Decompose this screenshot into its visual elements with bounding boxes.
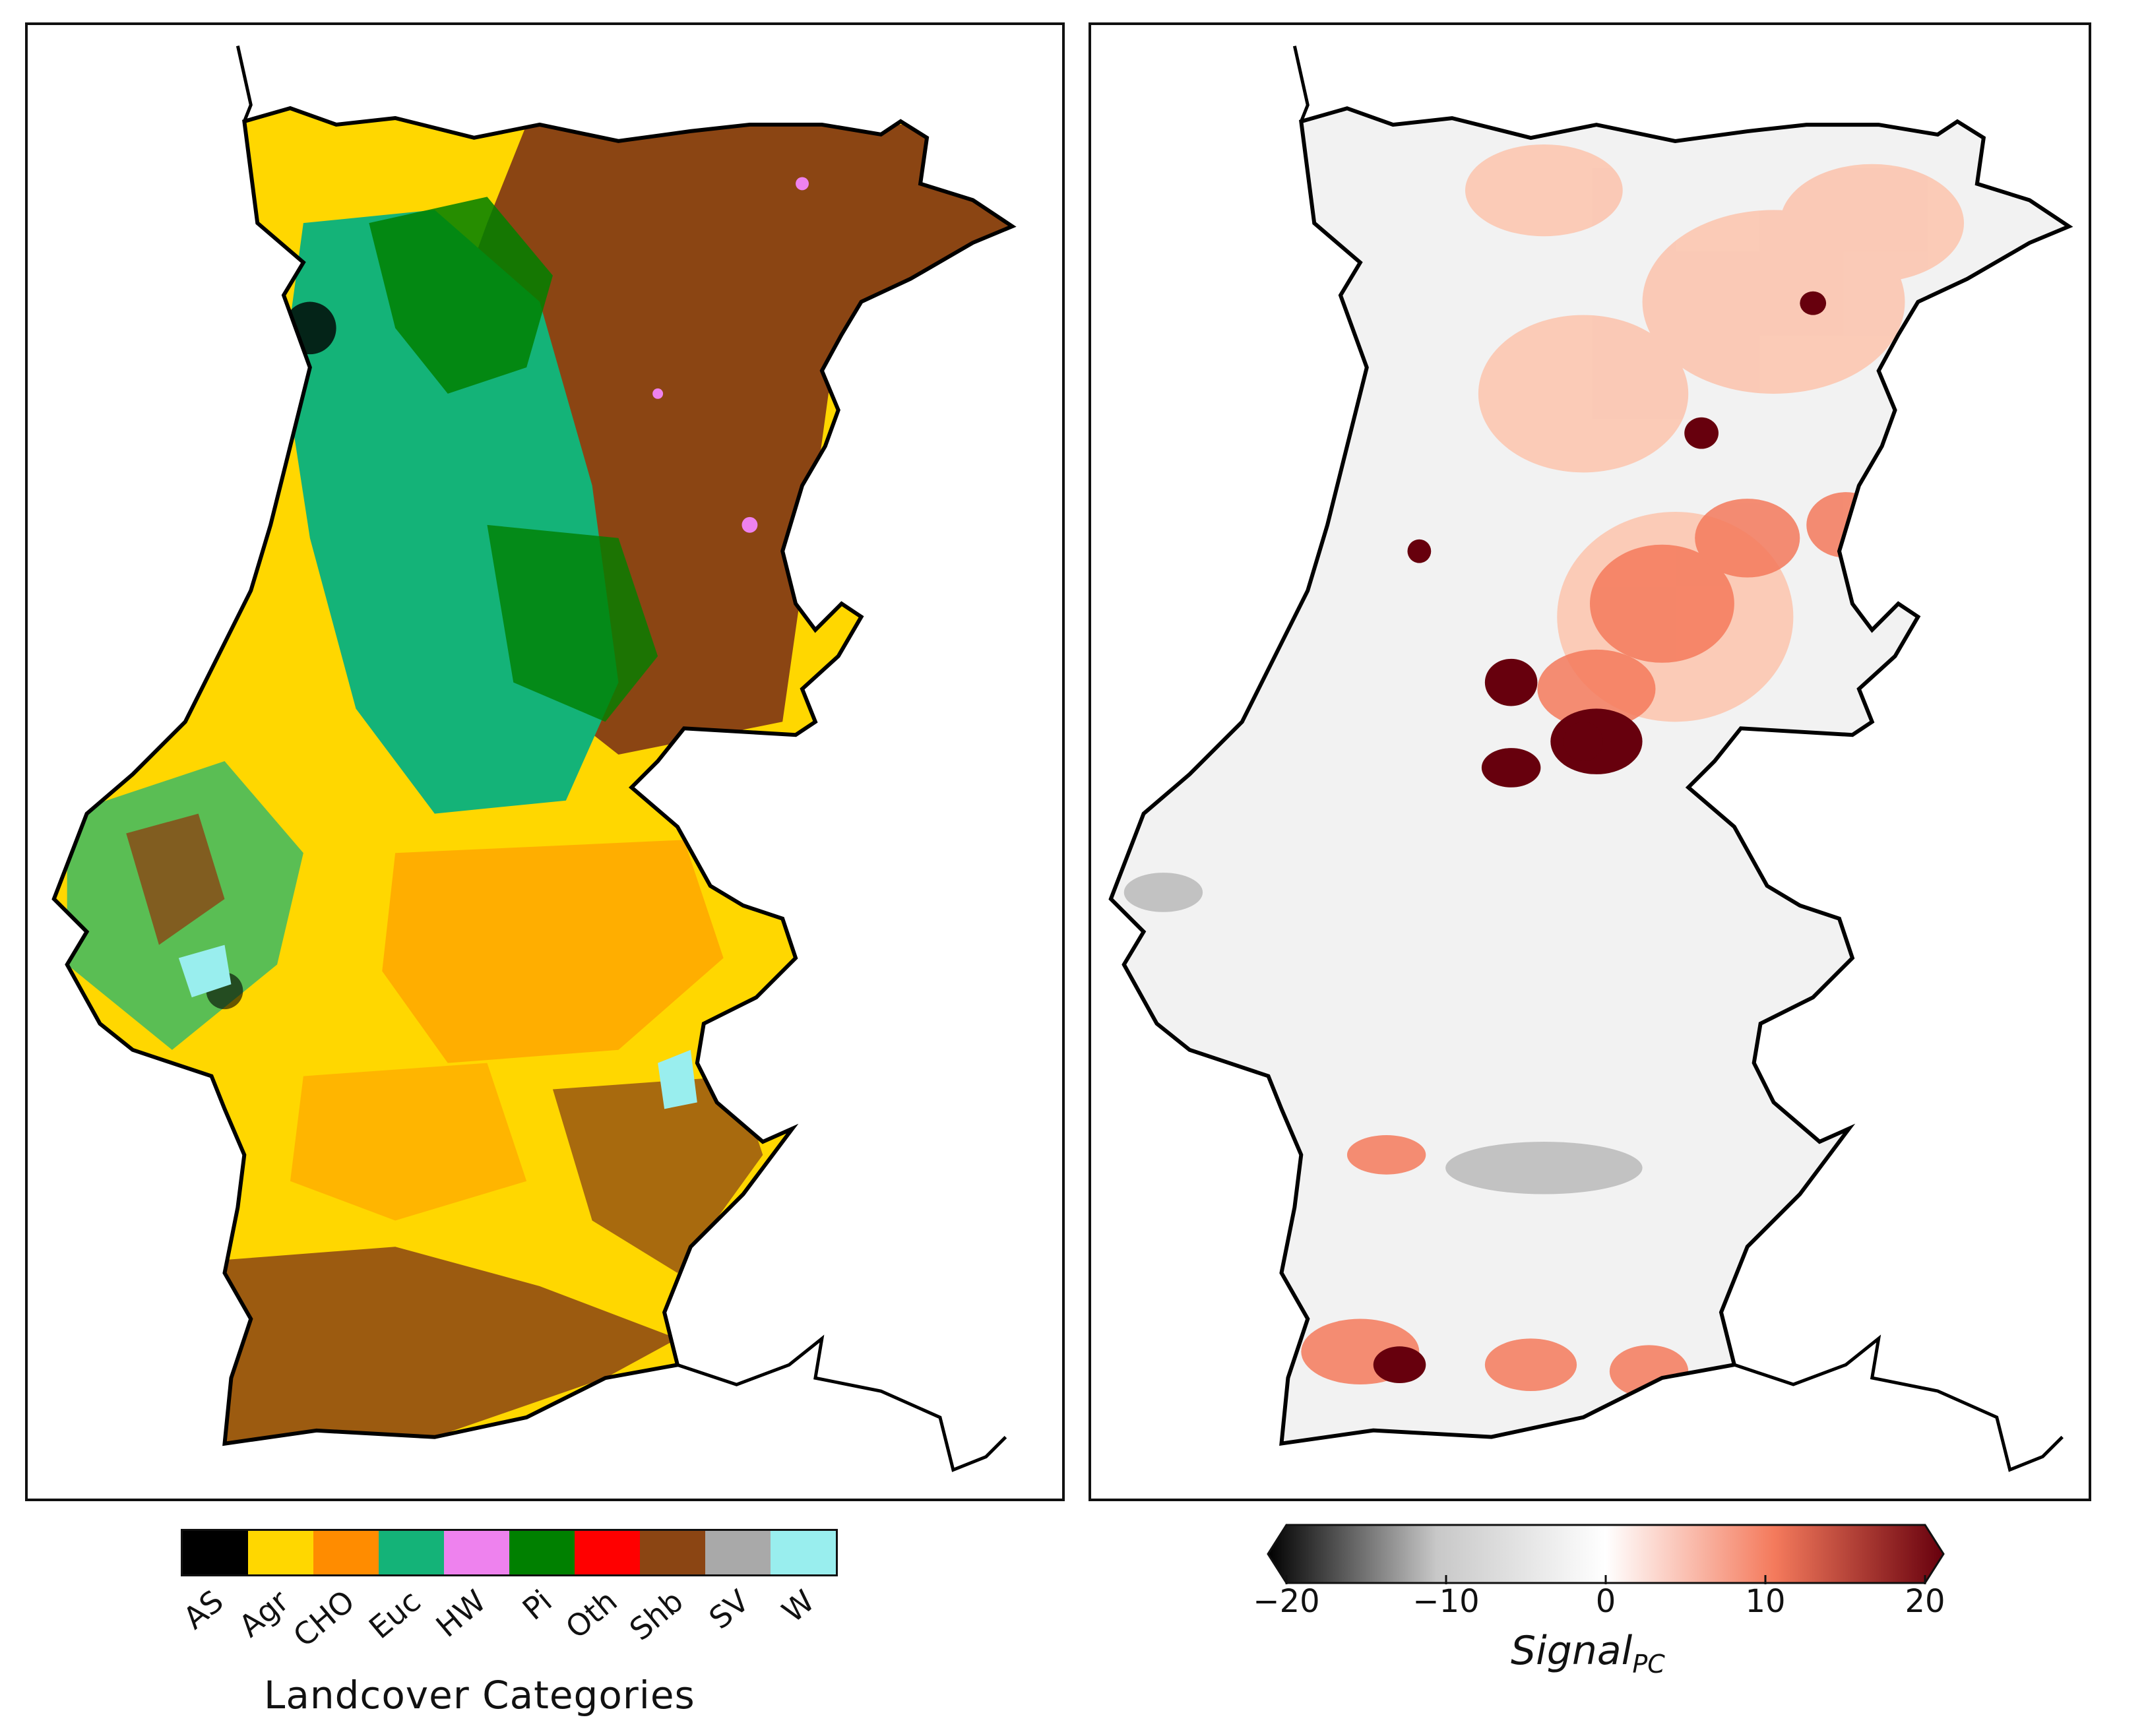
colorbar-swatch-as (183, 1531, 248, 1574)
colorbar-swatch-shb (640, 1531, 705, 1574)
signal-colorbar-title: SignalPC (1511, 1628, 1665, 1679)
tick-label: −20 (1253, 1583, 1320, 1620)
landcover-map-panel (25, 22, 1065, 1501)
signal-fill (1110, 108, 2069, 1444)
category-label-hw: HW (429, 1583, 493, 1644)
colorbar-swatch-oth (575, 1531, 640, 1574)
landcover-colorbar-title: Landcover Categories (264, 1673, 695, 1718)
colorbar-swatch-pi (509, 1531, 575, 1574)
colorbar-swatch-euc (379, 1531, 444, 1574)
category-label-agr: Agr (232, 1583, 296, 1644)
colorbar-swatch-hw (444, 1531, 509, 1574)
category-label-cho: CHO (286, 1583, 362, 1654)
signal-map (1091, 46, 2089, 1472)
tick-label: 0 (1595, 1583, 1616, 1620)
landcover-map (28, 45, 1062, 1472)
category-label-pi: Pi (515, 1583, 559, 1627)
category-label-oth: Oth (559, 1583, 625, 1646)
tick-label: −10 (1412, 1583, 1480, 1620)
colorbar-swatch-w (771, 1531, 836, 1574)
tick-label: 10 (1745, 1583, 1786, 1620)
category-label-sv: SV (702, 1583, 756, 1636)
signal-map-panel (1089, 22, 2091, 1501)
colorbar-swatch-cho (313, 1531, 379, 1574)
category-label-w: W (775, 1583, 821, 1630)
category-label-euc: Euc (362, 1583, 427, 1646)
category-label-shb: Shb (622, 1583, 690, 1648)
landcover-colorbar (181, 1529, 838, 1576)
landcover-fill (53, 108, 1013, 1444)
signal-colorbar (1267, 1524, 1945, 1584)
colorbar-swatch-agr (248, 1531, 313, 1574)
colorbar-swatch-sv (705, 1531, 771, 1574)
tick-label: 20 (1905, 1583, 1945, 1620)
category-label-as: AS (176, 1583, 230, 1636)
